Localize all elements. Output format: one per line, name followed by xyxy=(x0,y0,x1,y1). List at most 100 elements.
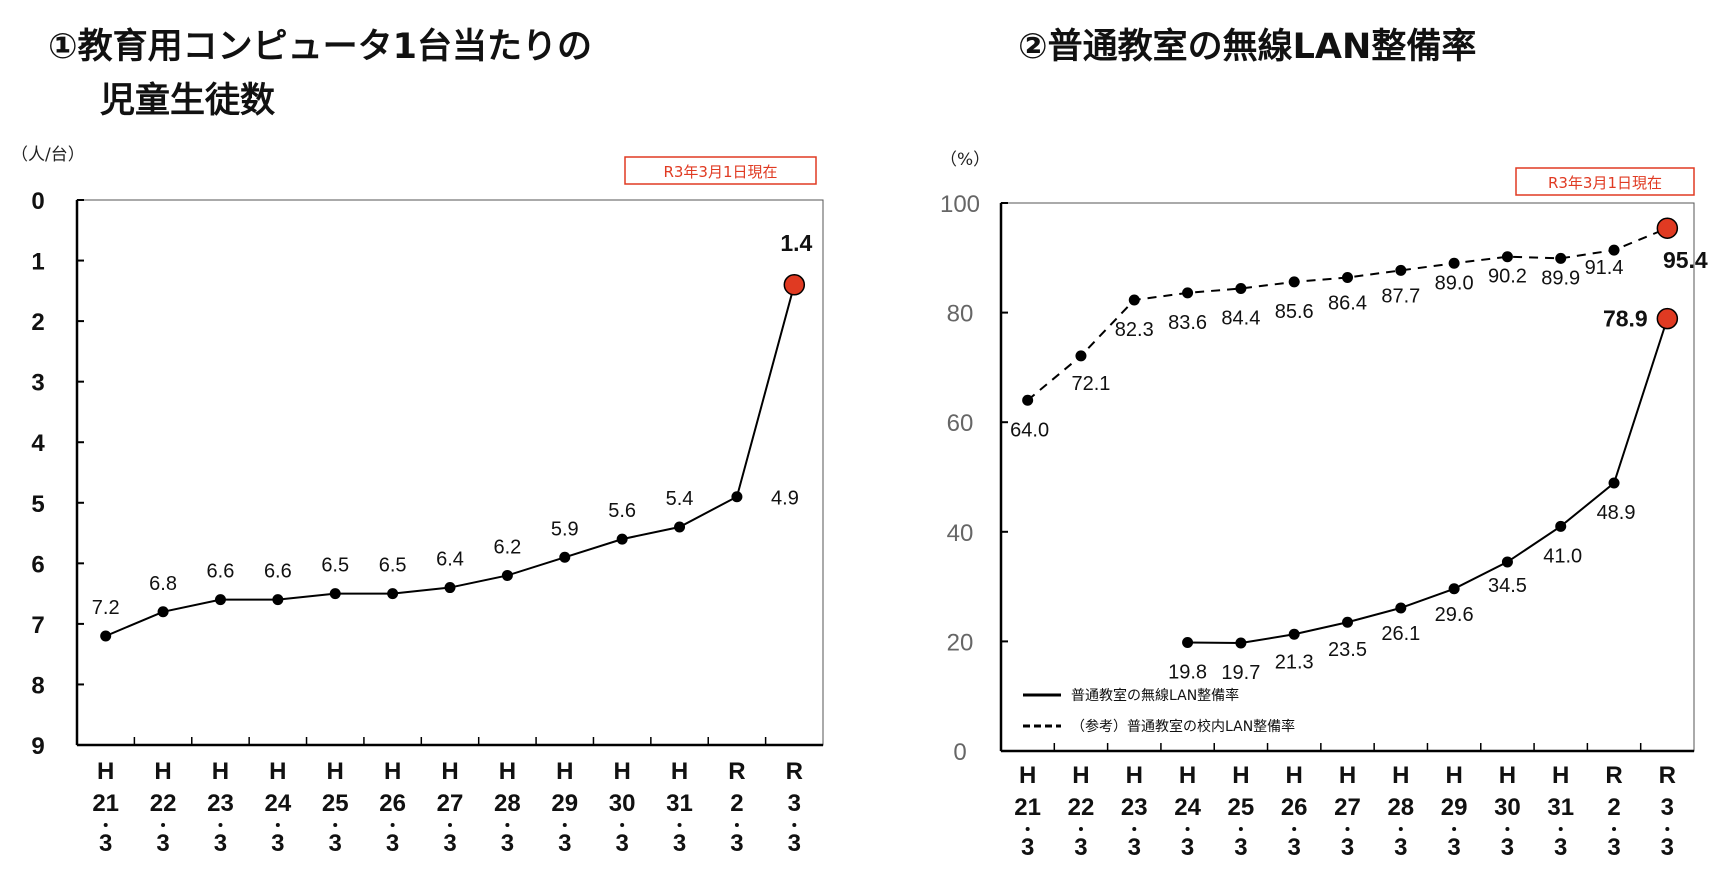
x-tick-label-year: 28 xyxy=(494,790,521,817)
data-point xyxy=(674,521,686,533)
data-label: 1.4 xyxy=(780,230,812,256)
x-tick-label-year: 27 xyxy=(1334,794,1361,821)
data-point xyxy=(157,606,169,618)
y-tick-label: 0 xyxy=(953,739,966,766)
x-tick-label-month: 3 xyxy=(156,830,169,857)
chart-1: ①教育用コンピュータ1台当たりの児童生徒数（人/台）R3年3月1日現在01234… xyxy=(11,27,824,857)
plot-frame xyxy=(76,199,824,746)
data-label: 6.5 xyxy=(379,555,407,577)
x-tick-label-year: 23 xyxy=(207,790,234,817)
x-tick-label-dot xyxy=(1505,827,1510,831)
x-tick-label-month: 3 xyxy=(730,830,743,857)
data-point xyxy=(272,594,284,606)
x-tick-label-dot xyxy=(448,823,452,827)
data-point xyxy=(1555,520,1567,532)
x-tick-label-dot xyxy=(1132,827,1137,831)
x-tick-label-era: H xyxy=(1232,762,1249,789)
y-axis-unit: （%） xyxy=(940,150,990,170)
plot-frame xyxy=(1000,202,1695,752)
data-point xyxy=(616,533,628,545)
data-label: 78.9 xyxy=(1603,306,1648,332)
x-tick-label-year: 29 xyxy=(1441,794,1468,821)
x-tick-label-era: R xyxy=(1659,762,1676,789)
data-label: 64.0 xyxy=(1010,419,1049,441)
data-point xyxy=(1235,637,1247,649)
date-note-box xyxy=(624,156,817,185)
highlight-point xyxy=(783,274,806,296)
date-note: R3年3月1日現在 xyxy=(663,163,777,181)
data-label: 34.5 xyxy=(1488,575,1527,597)
x-tick-label-year: 23 xyxy=(1121,794,1148,821)
y-tick-label: 1 xyxy=(31,249,44,276)
data-point xyxy=(1288,276,1300,288)
y-tick-label: 0 xyxy=(31,188,44,215)
x-tick-label-dot xyxy=(218,823,223,827)
x-tick-label-month: 3 xyxy=(615,830,628,857)
x-tick-label-era: H xyxy=(499,758,516,785)
y-tick-label: 20 xyxy=(947,629,974,656)
data-label: 72.1 xyxy=(1071,373,1110,395)
x-tick-label-dot xyxy=(275,823,280,827)
x-tick-label-era: H xyxy=(1499,762,1516,789)
data-point xyxy=(1608,244,1620,256)
x-tick-label-dot xyxy=(103,823,108,827)
data-label: 41.0 xyxy=(1543,545,1582,567)
data-point xyxy=(1022,394,1034,406)
x-tick-label-dot xyxy=(161,823,166,827)
data-label: 23.5 xyxy=(1328,639,1367,661)
data-point xyxy=(1182,287,1194,299)
y-tick-label: 60 xyxy=(947,410,974,437)
x-tick-label-year: 22 xyxy=(1068,794,1095,821)
x-tick-label-dot xyxy=(333,823,338,827)
x-tick-label-dot xyxy=(734,823,739,827)
highlight-point xyxy=(1656,217,1679,239)
data-point xyxy=(1448,257,1460,269)
data-point xyxy=(100,630,112,642)
data-point xyxy=(1555,252,1567,264)
chart-title: 児童生徒数 xyxy=(100,81,275,121)
data-point xyxy=(329,588,341,600)
x-tick-label-year: 31 xyxy=(666,790,693,817)
x-tick-label-month: 3 xyxy=(1021,834,1034,861)
data-label: 19.8 xyxy=(1168,661,1207,683)
data-point xyxy=(501,569,513,581)
x-tick-label-dot xyxy=(562,823,567,827)
x-tick-label-month: 3 xyxy=(1554,834,1567,861)
data-label: 5.4 xyxy=(666,488,694,510)
data-label: 6.8 xyxy=(149,573,177,595)
date-note-box xyxy=(1515,167,1695,196)
data-point xyxy=(1501,556,1513,568)
x-tick-label-dot xyxy=(1612,827,1617,831)
chart-title: ②普通教室の無線LAN整備率 xyxy=(1018,26,1476,67)
data-point xyxy=(214,594,226,606)
x-tick-label-dot xyxy=(677,823,682,827)
data-point xyxy=(559,551,571,563)
y-tick-label: 2 xyxy=(31,309,44,336)
x-tick-label-dot xyxy=(1452,827,1457,831)
y-tick-label: 9 xyxy=(31,733,44,760)
x-tick-label-year: 22 xyxy=(150,790,177,817)
x-tick-label-month: 3 xyxy=(1501,834,1514,861)
data-label: 95.4 xyxy=(1663,247,1708,273)
y-axis-unit: （人/台） xyxy=(11,145,85,165)
x-tick-label-month: 3 xyxy=(1341,834,1354,861)
data-label: 6.4 xyxy=(436,549,464,571)
data-label: 19.7 xyxy=(1221,662,1260,684)
x-tick-label-month: 3 xyxy=(1607,834,1620,861)
data-label: 48.9 xyxy=(1597,502,1636,524)
x-tick-label-month: 3 xyxy=(1181,834,1194,861)
x-tick-label-era: H xyxy=(1339,762,1356,789)
x-tick-label-era: H xyxy=(97,758,114,785)
data-label: 26.1 xyxy=(1381,623,1420,645)
x-tick-label-dot xyxy=(1025,827,1030,831)
data-label: 6.2 xyxy=(493,536,521,558)
data-point xyxy=(1608,477,1620,489)
data-label: 84.4 xyxy=(1221,307,1260,329)
data-label: 7.2 xyxy=(92,597,120,619)
y-tick-label: 100 xyxy=(940,191,980,218)
data-point xyxy=(1182,636,1194,648)
data-point xyxy=(1075,350,1087,362)
legend-label: （参考）普通教室の校内LAN整備率 xyxy=(1071,718,1295,735)
x-tick-label-era: H xyxy=(671,758,688,785)
y-tick-label: 3 xyxy=(31,370,44,397)
